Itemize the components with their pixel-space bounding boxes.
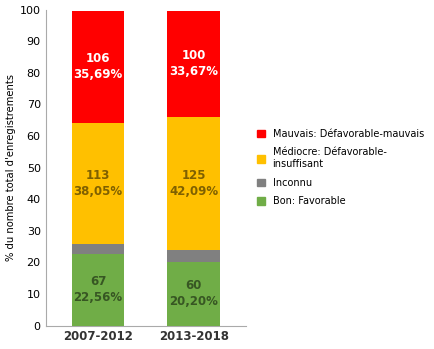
Bar (168, 117, 220, 250)
Legend: Mauvais: Défavorable-mauvais, Médiocre: Défavorable-
insuffisant, Inconnu, Bon: : Mauvais: Défavorable-mauvais, Médiocre: … (255, 127, 426, 208)
Y-axis label: % du nombre total d'enregistrements: % du nombre total d'enregistrements (6, 74, 16, 261)
Bar (72, 244, 125, 254)
Text: 67
22,56%: 67 22,56% (73, 275, 123, 304)
Text: 60
20,20%: 60 20,20% (169, 279, 218, 308)
Bar (168, 250, 220, 262)
Bar (72, 254, 125, 326)
Text: 125
42,09%: 125 42,09% (169, 169, 218, 198)
Bar (72, 10, 125, 123)
Text: 100
33,67%: 100 33,67% (169, 49, 218, 78)
Text: 113
38,05%: 113 38,05% (73, 169, 123, 198)
Text: 106
35,69%: 106 35,69% (73, 52, 123, 81)
Bar (168, 10, 220, 117)
Bar (168, 262, 220, 326)
Bar (72, 123, 125, 244)
